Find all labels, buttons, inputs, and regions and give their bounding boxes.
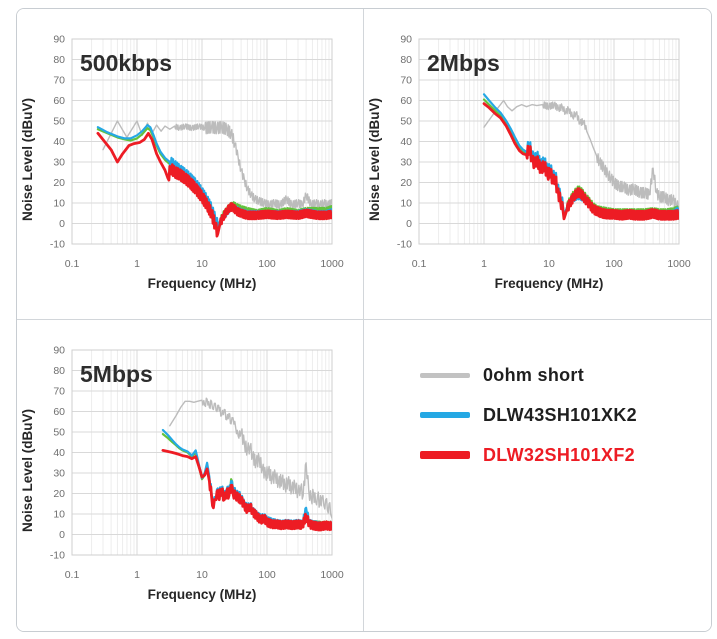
y-tick-label: 20 bbox=[400, 177, 412, 189]
y-tick-label: 40 bbox=[53, 136, 65, 148]
series-group bbox=[482, 93, 679, 221]
y-tick-label: 40 bbox=[53, 447, 65, 459]
legend-label: DLW43SH101XK2 bbox=[483, 404, 637, 425]
y-axis-title: Noise Level (dBuV) bbox=[20, 98, 35, 221]
x-tick-label: 1000 bbox=[667, 258, 691, 270]
x-tick-label: 0.1 bbox=[65, 258, 80, 270]
x-tick-label: 1 bbox=[481, 258, 487, 270]
y-tick-label: 10 bbox=[53, 509, 65, 521]
y-tick-label: 70 bbox=[400, 75, 412, 87]
legend-panel: 0ohm short DLW43SH101XK2 DLW32SH101XF2 bbox=[364, 320, 711, 631]
y-tick-label: 90 bbox=[53, 345, 65, 357]
x-tick-label: 100 bbox=[258, 258, 276, 270]
y-tick-label: 20 bbox=[53, 177, 65, 189]
x-tick-label: 1 bbox=[134, 569, 140, 581]
y-tick-label: 40 bbox=[400, 136, 412, 148]
y-tick-label: -10 bbox=[397, 239, 412, 251]
y-tick-label: 30 bbox=[53, 468, 65, 480]
y-tick-label: 90 bbox=[400, 34, 412, 46]
legend-item-0ohm-short: 0ohm short bbox=[420, 355, 711, 395]
legend-color-key-red bbox=[420, 451, 470, 459]
legend-label: DLW32SH101XF2 bbox=[483, 444, 635, 465]
chart-5mbps: 90 80 70 60 50 40 30 20 10 0 -10 0.1 1 10 100 1000 Frequ… bbox=[17, 320, 364, 631]
y-tick-label: 70 bbox=[53, 75, 65, 87]
legend-color-key-gray bbox=[420, 372, 470, 378]
y-tick-label: 30 bbox=[53, 157, 65, 169]
x-tick-label: 1 bbox=[134, 258, 140, 270]
y-tick-label: 80 bbox=[53, 365, 65, 377]
series-0ohm-short bbox=[169, 397, 332, 519]
x-tick-label: 100 bbox=[258, 569, 276, 581]
major-gridlines bbox=[418, 38, 680, 245]
legend-label: 0ohm short bbox=[483, 364, 585, 385]
y-tick-label: 0 bbox=[59, 529, 65, 541]
y-tick-label: 90 bbox=[53, 34, 65, 46]
y-tick-label: 20 bbox=[53, 488, 65, 500]
chart-title: 500kbps bbox=[80, 50, 172, 76]
y-axis-title: Noise Level (dBuV) bbox=[20, 409, 35, 532]
y-tick-label: 10 bbox=[53, 198, 65, 210]
y-tick-label: 30 bbox=[400, 157, 412, 169]
y-tick-label: 50 bbox=[53, 116, 65, 128]
y-tick-label: 50 bbox=[53, 427, 65, 439]
chart-title: 2Mbps bbox=[427, 50, 500, 76]
y-tick-label: 80 bbox=[53, 54, 65, 66]
x-axis-title: Frequency (MHz) bbox=[148, 587, 257, 602]
plot-frame bbox=[418, 38, 680, 245]
chart-2mbps: 90 80 70 60 50 40 30 20 10 0 -10 0.1 1 10 100 1000 Frequ… bbox=[364, 9, 711, 320]
series-dlw32sh101xf2 bbox=[482, 102, 679, 221]
y-axis-title: Noise Level (dBuV) bbox=[367, 98, 382, 221]
y-tick-label: 60 bbox=[53, 406, 65, 418]
y-tick-label: 70 bbox=[53, 386, 65, 398]
series-dlw32sh101xf2 bbox=[96, 131, 332, 238]
y-tick-label: 50 bbox=[400, 116, 412, 128]
x-tick-label: 10 bbox=[543, 258, 555, 270]
y-tick-label: 0 bbox=[59, 218, 65, 230]
x-tick-label: 1000 bbox=[320, 569, 344, 581]
x-tick-label: 0.1 bbox=[65, 569, 80, 581]
series-group bbox=[96, 120, 332, 238]
x-axis-title: Frequency (MHz) bbox=[495, 276, 604, 291]
x-tick-label: 100 bbox=[605, 258, 623, 270]
y-tick-label: 0 bbox=[406, 218, 412, 230]
plot-frame bbox=[71, 349, 333, 556]
x-tick-label: 10 bbox=[196, 569, 208, 581]
legend-color-key-blue bbox=[420, 412, 470, 418]
y-tick-label: 80 bbox=[400, 54, 412, 66]
x-axis-title: Frequency (MHz) bbox=[148, 276, 257, 291]
figure-board: 90 80 70 60 50 40 30 20 10 0 -10 0.1 1 10 100 1000 Frequ… bbox=[16, 8, 712, 632]
y-tick-label: 10 bbox=[400, 198, 412, 210]
y-tick-label: 60 bbox=[53, 95, 65, 107]
x-tick-label: 10 bbox=[196, 258, 208, 270]
y-tick-label: -10 bbox=[50, 239, 65, 251]
legend-item-dlw32sh101xf2: DLW32SH101XF2 bbox=[420, 435, 711, 475]
y-tick-label: -10 bbox=[50, 550, 65, 562]
x-tick-label: 1000 bbox=[320, 258, 344, 270]
chart-500kbps: 90 80 70 60 50 40 30 20 10 0 -10 0.1 1 10 100 1000 Frequ… bbox=[17, 9, 364, 320]
series-0ohm-short bbox=[483, 99, 679, 213]
y-tick-label: 60 bbox=[400, 95, 412, 107]
series-0ohm-short bbox=[102, 120, 332, 210]
chart-title: 5Mbps bbox=[80, 361, 153, 387]
series-dlw32sh101xf2 bbox=[161, 449, 332, 532]
legend-item-dlw43sh101xk2: DLW43SH101XK2 bbox=[420, 395, 711, 435]
plot-frame bbox=[71, 38, 333, 245]
series-group bbox=[161, 397, 332, 532]
x-tick-label: 0.1 bbox=[412, 258, 427, 270]
